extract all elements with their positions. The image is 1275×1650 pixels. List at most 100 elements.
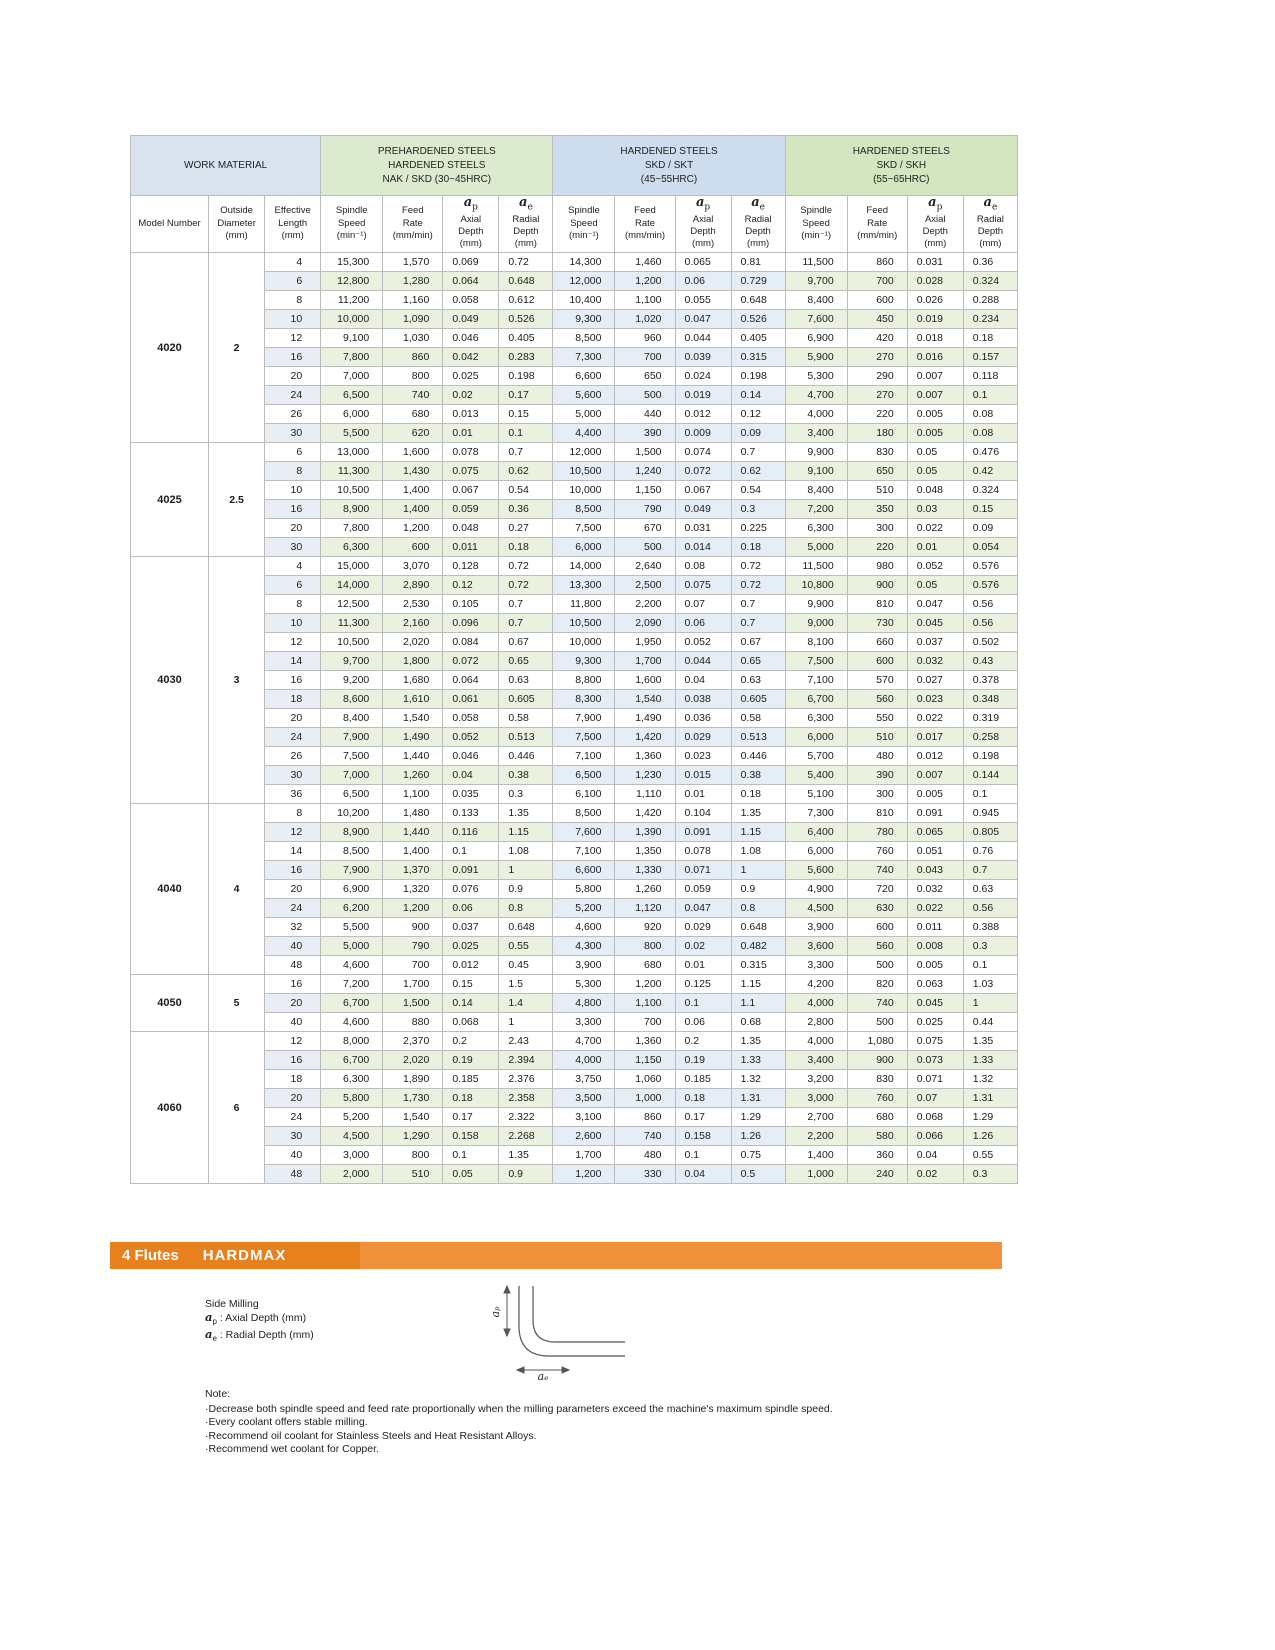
effective-length: 24 xyxy=(264,727,322,747)
radial-depth: 1.29 xyxy=(962,1107,1019,1127)
spindle-speed: 4,600 xyxy=(552,917,616,937)
spindle-speed: 4,000 xyxy=(784,1031,848,1051)
feed-rate: 510 xyxy=(846,480,908,500)
spindle-speed: 11,500 xyxy=(784,252,848,272)
table-row: 10 10,000 1,090 0.049 0.526 9,300 1,020 0.047 0.… xyxy=(131,309,1019,329)
spindle-speed: 7,100 xyxy=(552,746,616,766)
spindle-speed: 3,600 xyxy=(784,936,848,956)
effective-length: 16 xyxy=(264,974,322,994)
feed-rate: 2,530 xyxy=(382,594,444,614)
spindle-speed: 9,700 xyxy=(320,651,384,671)
feed-rate: 740 xyxy=(382,385,444,405)
feed-rate: 1,400 xyxy=(382,480,444,500)
radial-depth: 0.7 xyxy=(730,613,786,633)
table-row: 20 6,900 1,320 0.076 0.9 5,800 1,260 0.059 0.9 4,… xyxy=(131,879,1019,899)
feed-rate: 1,400 xyxy=(382,499,444,519)
feed-rate: 1,950 xyxy=(614,632,676,652)
radial-depth: 0.7 xyxy=(498,613,554,633)
feed-rate: 1,200 xyxy=(614,271,676,291)
radial-depth: 0.9 xyxy=(498,1164,554,1184)
radial-depth: 0.283 xyxy=(498,347,554,367)
column-header: Effective Length (mm) xyxy=(264,195,322,253)
feed-rate: 1,330 xyxy=(614,860,676,880)
outside-diameter: 6 xyxy=(208,1031,266,1184)
feed-rate: 480 xyxy=(846,746,908,766)
axial-depth: 0.035 xyxy=(442,784,500,804)
radial-depth: 0.576 xyxy=(962,575,1019,595)
table-row: 4025 2.5 6 13,000 1,600 0.078 0.7 12,000 1,500 0.… xyxy=(129,442,1019,557)
spindle-speed: 14,300 xyxy=(552,252,616,272)
feed-rate: 1,500 xyxy=(382,993,444,1013)
spindle-speed: 6,500 xyxy=(320,784,384,804)
axial-depth: 0.073 xyxy=(906,1050,964,1070)
spindle-speed: 8,400 xyxy=(320,708,384,728)
table-row: 8 12,500 2,530 0.105 0.7 11,800 2,200 0.07 0.7 9,… xyxy=(131,594,1019,614)
table-row: 30 6,300 600 0.011 0.18 6,000 500 0.014 0.18 5,00… xyxy=(131,537,1019,557)
axial-depth: 0.01 xyxy=(674,955,732,975)
spindle-speed: 7,600 xyxy=(552,822,616,842)
spindle-speed: 9,300 xyxy=(552,651,616,671)
note-item: ·Decrease both spindle speed and feed ra… xyxy=(205,1402,833,1415)
feed-rate: 570 xyxy=(846,670,908,690)
feed-rate: 700 xyxy=(382,955,444,975)
table-row: 30 5,500 620 0.01 0.1 4,400 390 0.009 0.09 3,400 1… xyxy=(131,423,1019,443)
feed-rate: 290 xyxy=(846,366,908,386)
spindle-speed: 3,000 xyxy=(784,1088,848,1108)
radial-depth: 0.513 xyxy=(730,727,786,747)
radial-depth: 0.258 xyxy=(962,727,1019,747)
feed-rate: 500 xyxy=(614,537,676,557)
axial-depth: 0.047 xyxy=(674,898,732,918)
feed-rate: 980 xyxy=(846,556,908,576)
axial-depth: 0.15 xyxy=(442,974,500,994)
table-row: 24 6,500 740 0.02 0.17 5,600 500 0.019 0.14 4,700… xyxy=(131,385,1019,405)
feed-rate: 1,290 xyxy=(382,1126,444,1146)
radial-depth: 1.32 xyxy=(730,1069,786,1089)
radial-depth: 0.54 xyxy=(498,480,554,500)
feed-rate: 1,390 xyxy=(614,822,676,842)
axial-depth: 0.091 xyxy=(906,803,964,823)
axial-depth: 0.012 xyxy=(906,746,964,766)
table-row: 20 8,400 1,540 0.058 0.58 7,900 1,490 0.036 0.58… xyxy=(131,708,1019,728)
column-header: Model Number xyxy=(129,195,210,253)
ae-symbol: a xyxy=(205,1327,213,1342)
axial-depth: 0.06 xyxy=(674,271,732,291)
table-row: 16 8,900 1,400 0.059 0.36 8,500 790 0.049 0.3 7,2… xyxy=(131,499,1019,519)
radial-depth: 0.118 xyxy=(962,366,1019,386)
radial-depth: 1 xyxy=(730,860,786,880)
radial-depth: 0.576 xyxy=(962,556,1019,576)
spindle-speed: 14,000 xyxy=(552,556,616,576)
feed-rate: 1,100 xyxy=(382,784,444,804)
effective-length: 48 xyxy=(264,955,322,975)
radial-depth: 0.288 xyxy=(962,290,1019,310)
spindle-speed: 5,400 xyxy=(784,765,848,785)
effective-length: 24 xyxy=(264,385,322,405)
model-number: 4040 xyxy=(129,803,210,975)
axial-depth: 0.005 xyxy=(906,784,964,804)
axial-depth: 0.044 xyxy=(674,328,732,348)
spindle-speed: 7,900 xyxy=(320,727,384,747)
feed-rate: 680 xyxy=(846,1107,908,1127)
feed-rate: 760 xyxy=(846,1088,908,1108)
feed-rate: 220 xyxy=(846,537,908,557)
axial-depth: 0.063 xyxy=(906,974,964,994)
radial-depth: 0.157 xyxy=(962,347,1019,367)
table-row: 18 8,600 1,610 0.061 0.605 8,300 1,540 0.038 0.6… xyxy=(131,689,1019,709)
axial-depth: 0.084 xyxy=(442,632,500,652)
spindle-speed: 5,000 xyxy=(784,537,848,557)
axial-depth: 0.023 xyxy=(906,689,964,709)
feed-rate: 810 xyxy=(846,594,908,614)
table-row: 48 4,600 700 0.012 0.45 3,900 680 0.01 0.315 3,30… xyxy=(131,955,1019,975)
spindle-speed: 5,600 xyxy=(784,860,848,880)
axial-depth: 0.05 xyxy=(906,442,964,462)
spindle-speed: 7,200 xyxy=(784,499,848,519)
feed-rate: 600 xyxy=(382,537,444,557)
axial-depth: 0.024 xyxy=(674,366,732,386)
spindle-speed: 6,900 xyxy=(784,328,848,348)
work-material-header: WORK MATERIAL xyxy=(129,135,322,196)
radial-depth: 1.35 xyxy=(730,1031,786,1051)
radial-depth: 0.36 xyxy=(498,499,554,519)
radial-depth: 0.502 xyxy=(962,632,1019,652)
model-number: 4025 xyxy=(129,442,210,557)
column-header: ae Radial Depth (mm) xyxy=(962,195,1019,253)
